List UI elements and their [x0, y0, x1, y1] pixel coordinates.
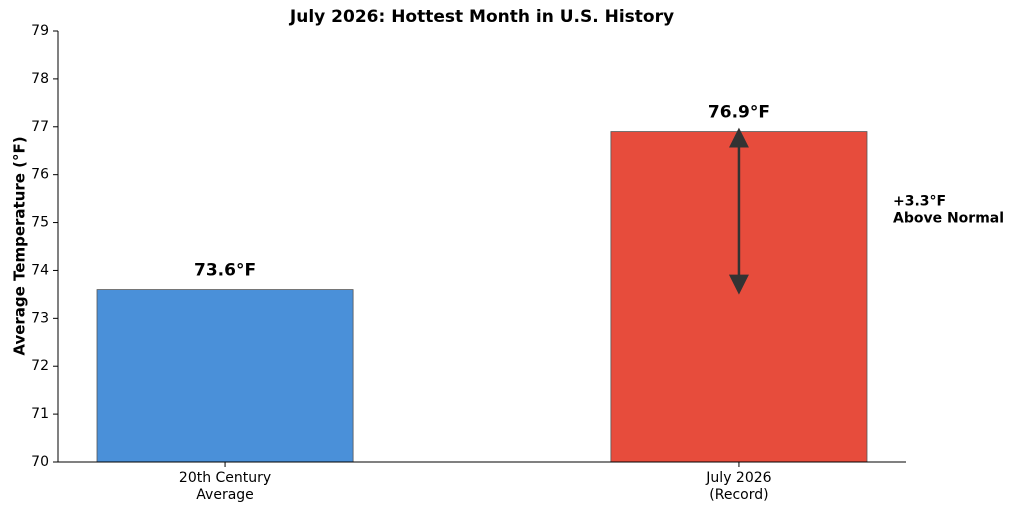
- y-tick-label: 74: [31, 262, 49, 278]
- x-tick-label: July 2026: [705, 470, 771, 486]
- bar: [96, 289, 354, 463]
- x-tick-label: Average: [196, 487, 254, 503]
- y-tick-label: 70: [31, 454, 49, 470]
- y-tick-label: 77: [31, 119, 49, 135]
- y-tick-label: 71: [31, 406, 49, 422]
- y-tick-label: 78: [31, 71, 49, 87]
- value-label: 76.9°F: [708, 103, 770, 123]
- y-tick-label: 72: [31, 358, 49, 374]
- y-axis-label: Average Temperature (°F): [11, 136, 29, 355]
- value-label: 73.6°F: [194, 261, 256, 281]
- x-tick-label: (Record): [709, 487, 768, 503]
- annotation: +3.3°F: [893, 194, 946, 210]
- x-tick-label: 20th Century: [179, 470, 271, 486]
- chart-title: July 2026: Hottest Month in U.S. History: [289, 7, 674, 27]
- y-tick-label: 75: [31, 215, 49, 231]
- y-tick-label: 73: [31, 310, 49, 326]
- annotation: Above Normal: [893, 211, 1004, 227]
- y-tick-label: 79: [31, 23, 49, 39]
- y-tick-label: 76: [31, 167, 49, 183]
